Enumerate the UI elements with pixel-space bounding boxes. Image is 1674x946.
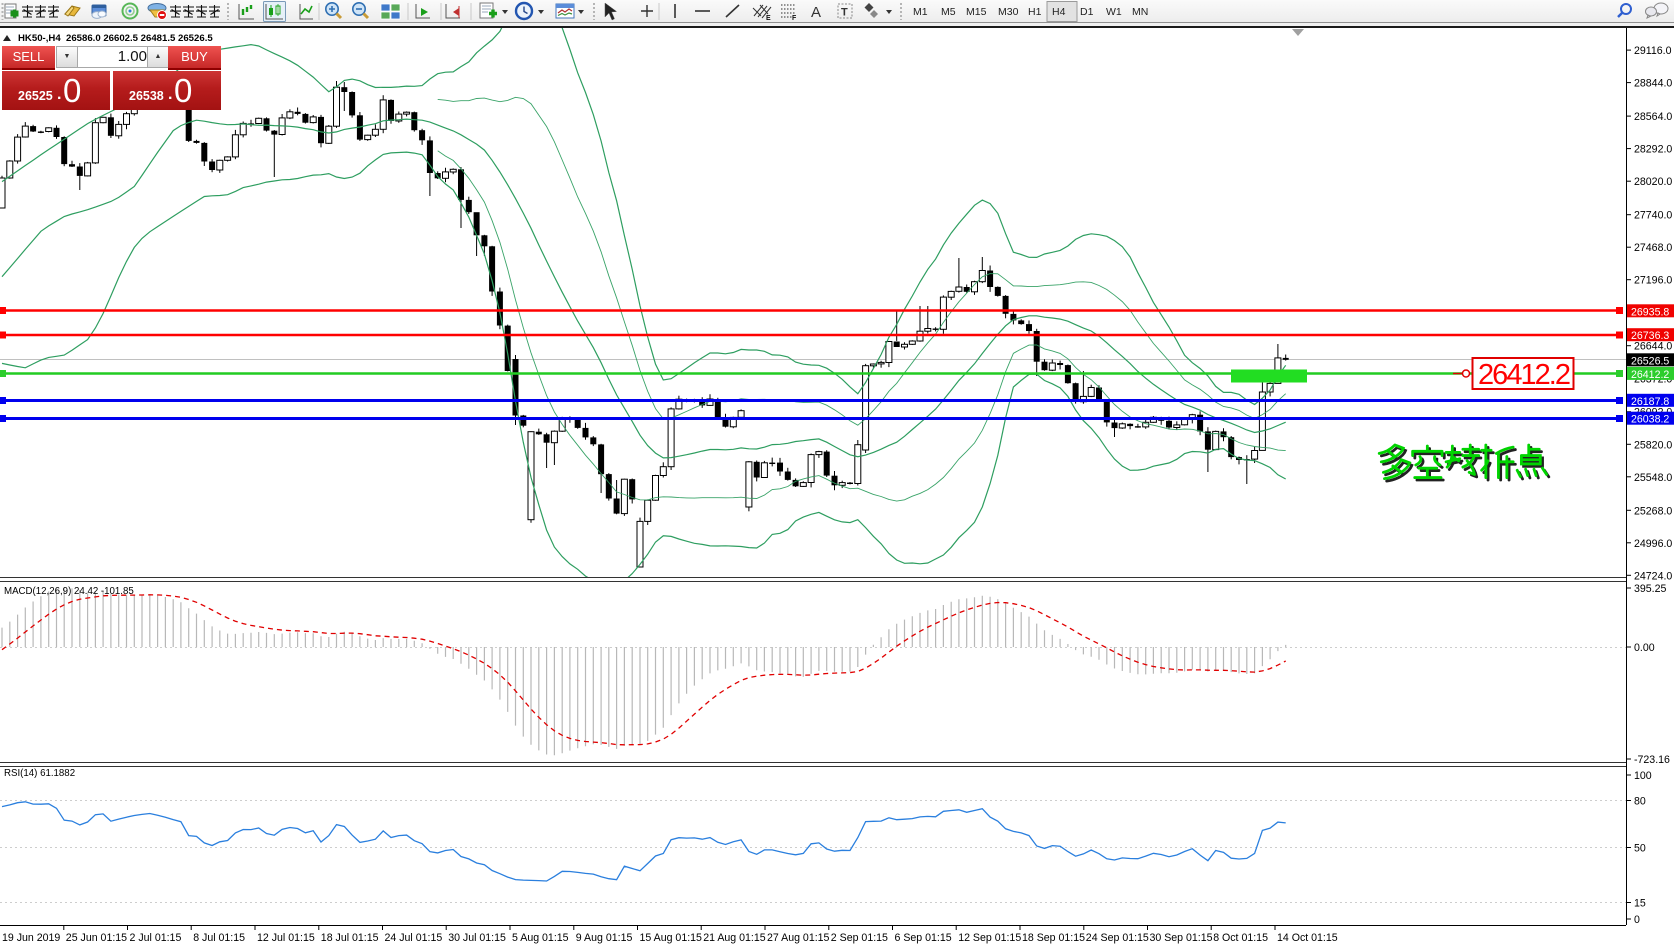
- svg-text:12 Sep 01:15: 12 Sep 01:15: [958, 932, 1021, 944]
- svg-text:F: F: [792, 15, 797, 22]
- svg-text:26412.2: 26412.2: [1478, 359, 1571, 391]
- svg-text:26526.5: 26526.5: [1631, 355, 1669, 367]
- svg-text:M15: M15: [966, 6, 987, 18]
- svg-text:100: 100: [1634, 770, 1652, 782]
- svg-text:27468.0: 27468.0: [1634, 242, 1672, 254]
- svg-text:15 Aug 01:15: 15 Aug 01:15: [640, 932, 703, 944]
- svg-text:27740.0: 27740.0: [1634, 210, 1672, 222]
- svg-text:29116.0: 29116.0: [1634, 45, 1672, 57]
- svg-text:M1: M1: [913, 6, 928, 18]
- svg-text:26038.2: 26038.2: [1631, 414, 1669, 426]
- svg-text:26736.3: 26736.3: [1631, 330, 1669, 342]
- svg-text:T: T: [841, 7, 848, 19]
- svg-text:8 Jul 01:15: 8 Jul 01:15: [193, 932, 245, 944]
- svg-text:14 Oct 01:15: 14 Oct 01:15: [1277, 932, 1338, 944]
- svg-text:D1: D1: [1080, 6, 1094, 18]
- svg-text:30 Sep 01:15: 30 Sep 01:15: [1150, 932, 1213, 944]
- svg-text:26187.8: 26187.8: [1631, 396, 1669, 408]
- svg-text:12 Jul 01:15: 12 Jul 01:15: [257, 932, 315, 944]
- svg-text:50: 50: [1634, 843, 1646, 855]
- svg-text:E: E: [766, 15, 771, 22]
- svg-text:80: 80: [1634, 796, 1646, 808]
- svg-text:24996.0: 24996.0: [1634, 538, 1672, 550]
- svg-text:M5: M5: [941, 6, 956, 18]
- svg-text:W1: W1: [1106, 6, 1122, 18]
- svg-text:2 Sep 01:15: 2 Sep 01:15: [831, 932, 888, 944]
- svg-text:0: 0: [1634, 914, 1640, 926]
- svg-text:-723.16: -723.16: [1634, 754, 1670, 766]
- svg-text:28564.0: 28564.0: [1634, 111, 1672, 123]
- svg-text:24 Sep 01:15: 24 Sep 01:15: [1086, 932, 1149, 944]
- svg-text:5 Aug 01:15: 5 Aug 01:15: [512, 932, 569, 944]
- svg-text:M30: M30: [998, 6, 1019, 18]
- svg-text:28292.0: 28292.0: [1634, 144, 1672, 156]
- svg-text:MACD(12,26,9) 24.42 -101.85: MACD(12,26,9) 24.42 -101.85: [4, 586, 134, 597]
- svg-text:28020.0: 28020.0: [1634, 176, 1672, 188]
- svg-text:26644.0: 26644.0: [1634, 341, 1672, 353]
- svg-text:25820.0: 25820.0: [1634, 439, 1672, 451]
- svg-text:395.25: 395.25: [1634, 583, 1667, 595]
- svg-text:15: 15: [1634, 898, 1646, 910]
- svg-text:18 Sep 01:15: 18 Sep 01:15: [1022, 932, 1085, 944]
- svg-text:25268.0: 25268.0: [1634, 505, 1672, 517]
- svg-text:25 Jun 01:15: 25 Jun 01:15: [66, 932, 127, 944]
- svg-text:19 Jun 2019: 19 Jun 2019: [2, 932, 60, 944]
- svg-text:26935.8: 26935.8: [1631, 306, 1669, 318]
- svg-text:27196.0: 27196.0: [1634, 275, 1672, 287]
- svg-text:26412.2: 26412.2: [1631, 369, 1669, 381]
- svg-text:8 Oct 01:15: 8 Oct 01:15: [1213, 932, 1268, 944]
- svg-text:9 Aug 01:15: 9 Aug 01:15: [576, 932, 633, 944]
- svg-text:24 Jul 01:15: 24 Jul 01:15: [385, 932, 443, 944]
- svg-text:RSI(14) 61.1882: RSI(14) 61.1882: [4, 768, 75, 779]
- svg-text:H4: H4: [1052, 6, 1066, 18]
- svg-text:27 Aug 01:15: 27 Aug 01:15: [767, 932, 830, 944]
- svg-text:6 Sep 01:15: 6 Sep 01:15: [895, 932, 952, 944]
- svg-text:21 Aug 01:15: 21 Aug 01:15: [703, 932, 766, 944]
- svg-text:2 Jul 01:15: 2 Jul 01:15: [130, 932, 182, 944]
- svg-text:MN: MN: [1132, 6, 1148, 18]
- svg-text:30 Jul 01:15: 30 Jul 01:15: [448, 932, 506, 944]
- svg-text:25548.0: 25548.0: [1634, 472, 1672, 484]
- svg-text:24724.0: 24724.0: [1634, 570, 1672, 582]
- svg-text:18 Jul 01:15: 18 Jul 01:15: [321, 932, 379, 944]
- svg-text:H1: H1: [1028, 6, 1042, 18]
- svg-text:28844.0: 28844.0: [1634, 78, 1672, 90]
- svg-text:A: A: [811, 4, 821, 21]
- svg-text:0.00: 0.00: [1634, 642, 1655, 654]
